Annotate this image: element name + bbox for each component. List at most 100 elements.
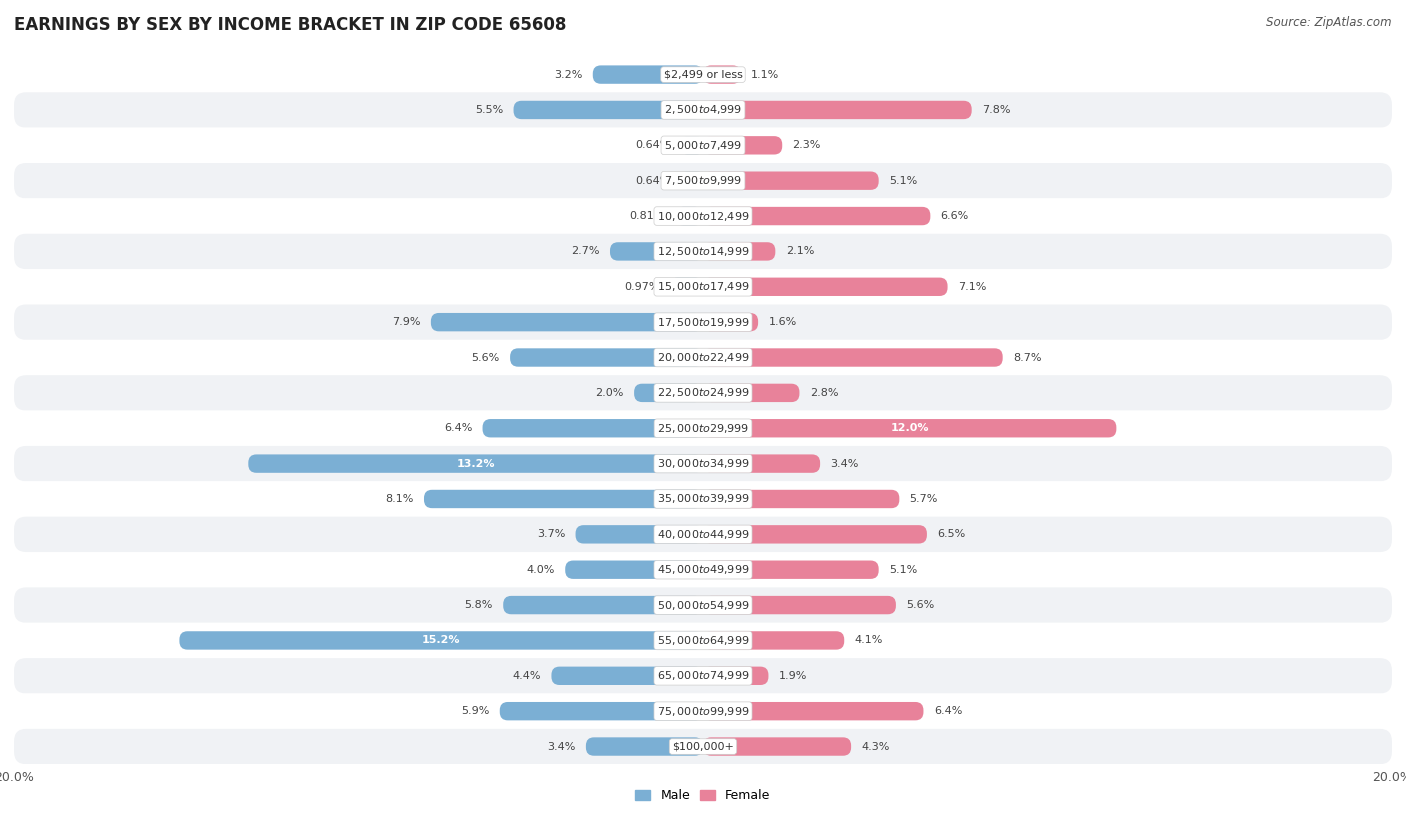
FancyBboxPatch shape <box>610 242 703 261</box>
Text: $2,499 or less: $2,499 or less <box>664 70 742 80</box>
FancyBboxPatch shape <box>510 348 703 367</box>
FancyBboxPatch shape <box>703 560 879 579</box>
FancyBboxPatch shape <box>430 313 703 332</box>
Text: 5.8%: 5.8% <box>464 600 494 610</box>
Text: $65,000 to $74,999: $65,000 to $74,999 <box>657 669 749 682</box>
Text: 8.7%: 8.7% <box>1012 353 1042 363</box>
FancyBboxPatch shape <box>681 136 703 154</box>
Text: 8.1%: 8.1% <box>385 494 413 504</box>
Text: $75,000 to $99,999: $75,000 to $99,999 <box>657 705 749 718</box>
Text: $35,000 to $39,999: $35,000 to $39,999 <box>657 493 749 506</box>
FancyBboxPatch shape <box>513 101 703 120</box>
FancyBboxPatch shape <box>703 525 927 544</box>
Text: 2.8%: 2.8% <box>810 388 838 398</box>
Text: 0.64%: 0.64% <box>636 176 671 185</box>
FancyBboxPatch shape <box>14 128 1392 163</box>
Legend: Male, Female: Male, Female <box>630 785 776 807</box>
Text: $45,000 to $49,999: $45,000 to $49,999 <box>657 563 749 576</box>
FancyBboxPatch shape <box>703 596 896 615</box>
FancyBboxPatch shape <box>703 207 931 225</box>
Text: $17,500 to $19,999: $17,500 to $19,999 <box>657 315 749 328</box>
Text: $20,000 to $22,499: $20,000 to $22,499 <box>657 351 749 364</box>
Text: 4.0%: 4.0% <box>526 565 555 575</box>
FancyBboxPatch shape <box>681 172 703 190</box>
Text: 5.7%: 5.7% <box>910 494 938 504</box>
FancyBboxPatch shape <box>551 667 703 685</box>
FancyBboxPatch shape <box>482 419 703 437</box>
FancyBboxPatch shape <box>14 375 1392 411</box>
FancyBboxPatch shape <box>14 446 1392 481</box>
Text: 5.5%: 5.5% <box>475 105 503 115</box>
FancyBboxPatch shape <box>14 517 1392 552</box>
FancyBboxPatch shape <box>14 411 1392 446</box>
Text: 3.2%: 3.2% <box>554 70 582 80</box>
Text: 5.6%: 5.6% <box>907 600 935 610</box>
FancyBboxPatch shape <box>703 454 820 473</box>
FancyBboxPatch shape <box>425 489 703 508</box>
Text: $40,000 to $44,999: $40,000 to $44,999 <box>657 528 749 541</box>
Text: 7.1%: 7.1% <box>957 282 986 292</box>
FancyBboxPatch shape <box>180 631 703 650</box>
Text: 15.2%: 15.2% <box>422 636 460 646</box>
Text: $10,000 to $12,499: $10,000 to $12,499 <box>657 210 749 223</box>
FancyBboxPatch shape <box>14 233 1392 269</box>
Text: 0.97%: 0.97% <box>624 282 659 292</box>
Text: $22,500 to $24,999: $22,500 to $24,999 <box>657 386 749 399</box>
Text: 6.5%: 6.5% <box>938 529 966 539</box>
Text: 2.3%: 2.3% <box>793 141 821 150</box>
Text: 6.4%: 6.4% <box>444 424 472 433</box>
Text: 4.3%: 4.3% <box>862 741 890 751</box>
Text: $12,500 to $14,999: $12,500 to $14,999 <box>657 245 749 258</box>
FancyBboxPatch shape <box>675 207 703 225</box>
Text: 5.1%: 5.1% <box>889 176 917 185</box>
Text: $7,500 to $9,999: $7,500 to $9,999 <box>664 174 742 187</box>
FancyBboxPatch shape <box>703 101 972 120</box>
FancyBboxPatch shape <box>14 659 1392 693</box>
FancyBboxPatch shape <box>703 277 948 296</box>
FancyBboxPatch shape <box>669 277 703 296</box>
FancyBboxPatch shape <box>703 136 782 154</box>
Text: 13.2%: 13.2% <box>457 459 495 468</box>
Text: EARNINGS BY SEX BY INCOME BRACKET IN ZIP CODE 65608: EARNINGS BY SEX BY INCOME BRACKET IN ZIP… <box>14 16 567 34</box>
FancyBboxPatch shape <box>634 384 703 402</box>
FancyBboxPatch shape <box>703 242 775 261</box>
Text: 3.7%: 3.7% <box>537 529 565 539</box>
Text: $15,000 to $17,499: $15,000 to $17,499 <box>657 280 749 293</box>
FancyBboxPatch shape <box>14 304 1392 340</box>
FancyBboxPatch shape <box>703 65 741 84</box>
Text: $100,000+: $100,000+ <box>672 741 734 751</box>
FancyBboxPatch shape <box>14 693 1392 729</box>
Text: 5.9%: 5.9% <box>461 706 489 716</box>
Text: $25,000 to $29,999: $25,000 to $29,999 <box>657 422 749 435</box>
FancyBboxPatch shape <box>14 57 1392 92</box>
FancyBboxPatch shape <box>499 702 703 720</box>
FancyBboxPatch shape <box>586 737 703 756</box>
FancyBboxPatch shape <box>14 92 1392 128</box>
Text: 4.1%: 4.1% <box>855 636 883 646</box>
FancyBboxPatch shape <box>703 737 851 756</box>
Text: 3.4%: 3.4% <box>831 459 859 468</box>
Text: 3.4%: 3.4% <box>547 741 575 751</box>
FancyBboxPatch shape <box>703 384 800 402</box>
FancyBboxPatch shape <box>14 163 1392 198</box>
FancyBboxPatch shape <box>14 269 1392 304</box>
FancyBboxPatch shape <box>593 65 703 84</box>
Text: $50,000 to $54,999: $50,000 to $54,999 <box>657 598 749 611</box>
FancyBboxPatch shape <box>14 198 1392 233</box>
FancyBboxPatch shape <box>14 623 1392 659</box>
FancyBboxPatch shape <box>703 313 758 332</box>
Text: $2,500 to $4,999: $2,500 to $4,999 <box>664 103 742 116</box>
Text: $30,000 to $34,999: $30,000 to $34,999 <box>657 457 749 470</box>
Text: 7.8%: 7.8% <box>981 105 1011 115</box>
Text: 2.7%: 2.7% <box>571 246 599 256</box>
FancyBboxPatch shape <box>575 525 703 544</box>
FancyBboxPatch shape <box>14 481 1392 517</box>
Text: 1.9%: 1.9% <box>779 671 807 680</box>
Text: $5,000 to $7,499: $5,000 to $7,499 <box>664 139 742 152</box>
FancyBboxPatch shape <box>703 702 924 720</box>
FancyBboxPatch shape <box>14 587 1392 623</box>
FancyBboxPatch shape <box>14 552 1392 587</box>
Text: 1.6%: 1.6% <box>769 317 797 327</box>
Text: 6.6%: 6.6% <box>941 211 969 221</box>
Text: 2.1%: 2.1% <box>786 246 814 256</box>
